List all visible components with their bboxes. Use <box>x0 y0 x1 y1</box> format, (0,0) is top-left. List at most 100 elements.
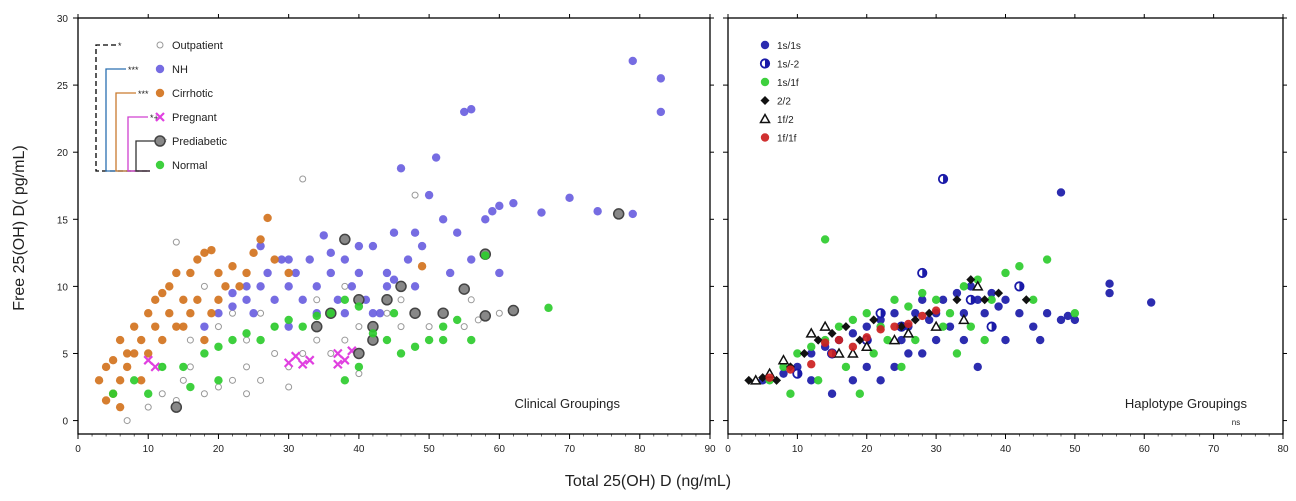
data-point <box>890 362 899 372</box>
data-point <box>862 333 871 342</box>
legend-label: 1s/1f <box>777 78 799 89</box>
data-point <box>270 255 279 264</box>
data-point <box>354 268 364 278</box>
data-point <box>805 327 818 338</box>
data-point <box>326 268 335 278</box>
x-tick-label: 30 <box>283 444 295 455</box>
data-point <box>312 282 321 291</box>
data-point <box>966 275 976 285</box>
data-point <box>883 335 892 345</box>
data-point <box>290 351 301 361</box>
data-point <box>910 315 920 325</box>
data-point <box>890 322 899 331</box>
data-point <box>305 255 314 264</box>
data-point <box>875 308 886 319</box>
data-point <box>172 238 180 246</box>
data-point <box>291 268 300 278</box>
data-point <box>270 322 279 331</box>
data-point <box>1001 268 1010 278</box>
data-point <box>395 280 407 293</box>
x-tick-label: 20 <box>213 444 225 455</box>
data-point <box>382 268 392 278</box>
data-point <box>758 373 768 383</box>
data-point <box>200 322 209 331</box>
data-point <box>179 362 188 372</box>
data-point <box>959 282 969 291</box>
data-point <box>186 363 194 371</box>
data-point <box>966 282 976 291</box>
data-point <box>786 365 795 374</box>
data-point <box>242 295 251 305</box>
x-tick-label: 30 <box>931 444 943 455</box>
data-point <box>1063 311 1073 321</box>
x-tick-label: 50 <box>1069 444 1081 455</box>
data-point <box>966 322 976 331</box>
data-point <box>214 376 223 385</box>
left-legend: Outpatient NH Cirrhotic Pregnant Prediabetic… <box>154 40 228 172</box>
series-outpatient <box>123 175 503 425</box>
x-tick-label: 40 <box>1000 444 1012 455</box>
data-point <box>862 362 871 372</box>
data-point <box>200 390 208 398</box>
data-point <box>214 268 223 278</box>
data-point <box>931 295 941 305</box>
data-point <box>228 262 237 271</box>
data-point <box>340 255 350 264</box>
data-point <box>150 362 161 372</box>
data-point <box>94 376 104 385</box>
data-point <box>354 362 364 372</box>
data-point <box>1001 335 1010 345</box>
data-point <box>467 255 476 264</box>
data-point <box>417 241 427 251</box>
data-point <box>313 336 321 344</box>
data-point <box>122 349 132 358</box>
data-point <box>383 309 391 317</box>
data-point <box>123 417 131 425</box>
data-point <box>285 383 293 391</box>
x-tick-label: 0 <box>725 444 731 455</box>
data-point <box>243 390 251 398</box>
data-point <box>353 347 365 360</box>
data-point <box>495 201 504 211</box>
significance-mark: *+ <box>150 113 159 123</box>
data-point <box>938 322 948 331</box>
data-point <box>911 309 920 318</box>
data-point <box>340 355 350 365</box>
data-point <box>242 329 251 338</box>
data-point <box>980 295 990 305</box>
data-point <box>256 335 265 345</box>
data-point <box>242 282 251 291</box>
left-axes: 0 10 20 30 40 50 60 70 80 90 0 5 10 15 20 25 30 <box>57 14 716 455</box>
data-point <box>311 320 323 333</box>
legend-item: 1f/1f <box>760 133 797 145</box>
data-point <box>945 322 955 331</box>
data-point <box>368 241 378 251</box>
series-cirrhotic <box>94 213 427 412</box>
data-point <box>911 335 920 345</box>
data-point <box>848 376 858 385</box>
data-point <box>263 213 272 223</box>
data-point <box>971 280 984 291</box>
data-point <box>396 164 406 173</box>
data-point <box>186 336 194 344</box>
series-1f-2 <box>749 280 984 385</box>
data-point <box>298 295 307 305</box>
data-point <box>834 335 844 345</box>
data-point <box>403 255 413 264</box>
data-point <box>144 309 153 318</box>
data-point <box>382 282 392 291</box>
data-point <box>481 251 490 260</box>
data-point <box>144 403 152 411</box>
x-tick-label: 80 <box>1277 444 1289 455</box>
data-point <box>509 198 518 208</box>
significance-mark: *** <box>128 65 139 75</box>
legend-label: 2/2 <box>777 97 791 108</box>
data-point <box>994 302 1003 311</box>
data-point <box>841 322 851 332</box>
data-point <box>765 373 774 382</box>
data-point <box>938 295 948 305</box>
data-point <box>417 262 427 271</box>
significance-mark: * <box>118 41 122 51</box>
data-point <box>389 228 399 237</box>
